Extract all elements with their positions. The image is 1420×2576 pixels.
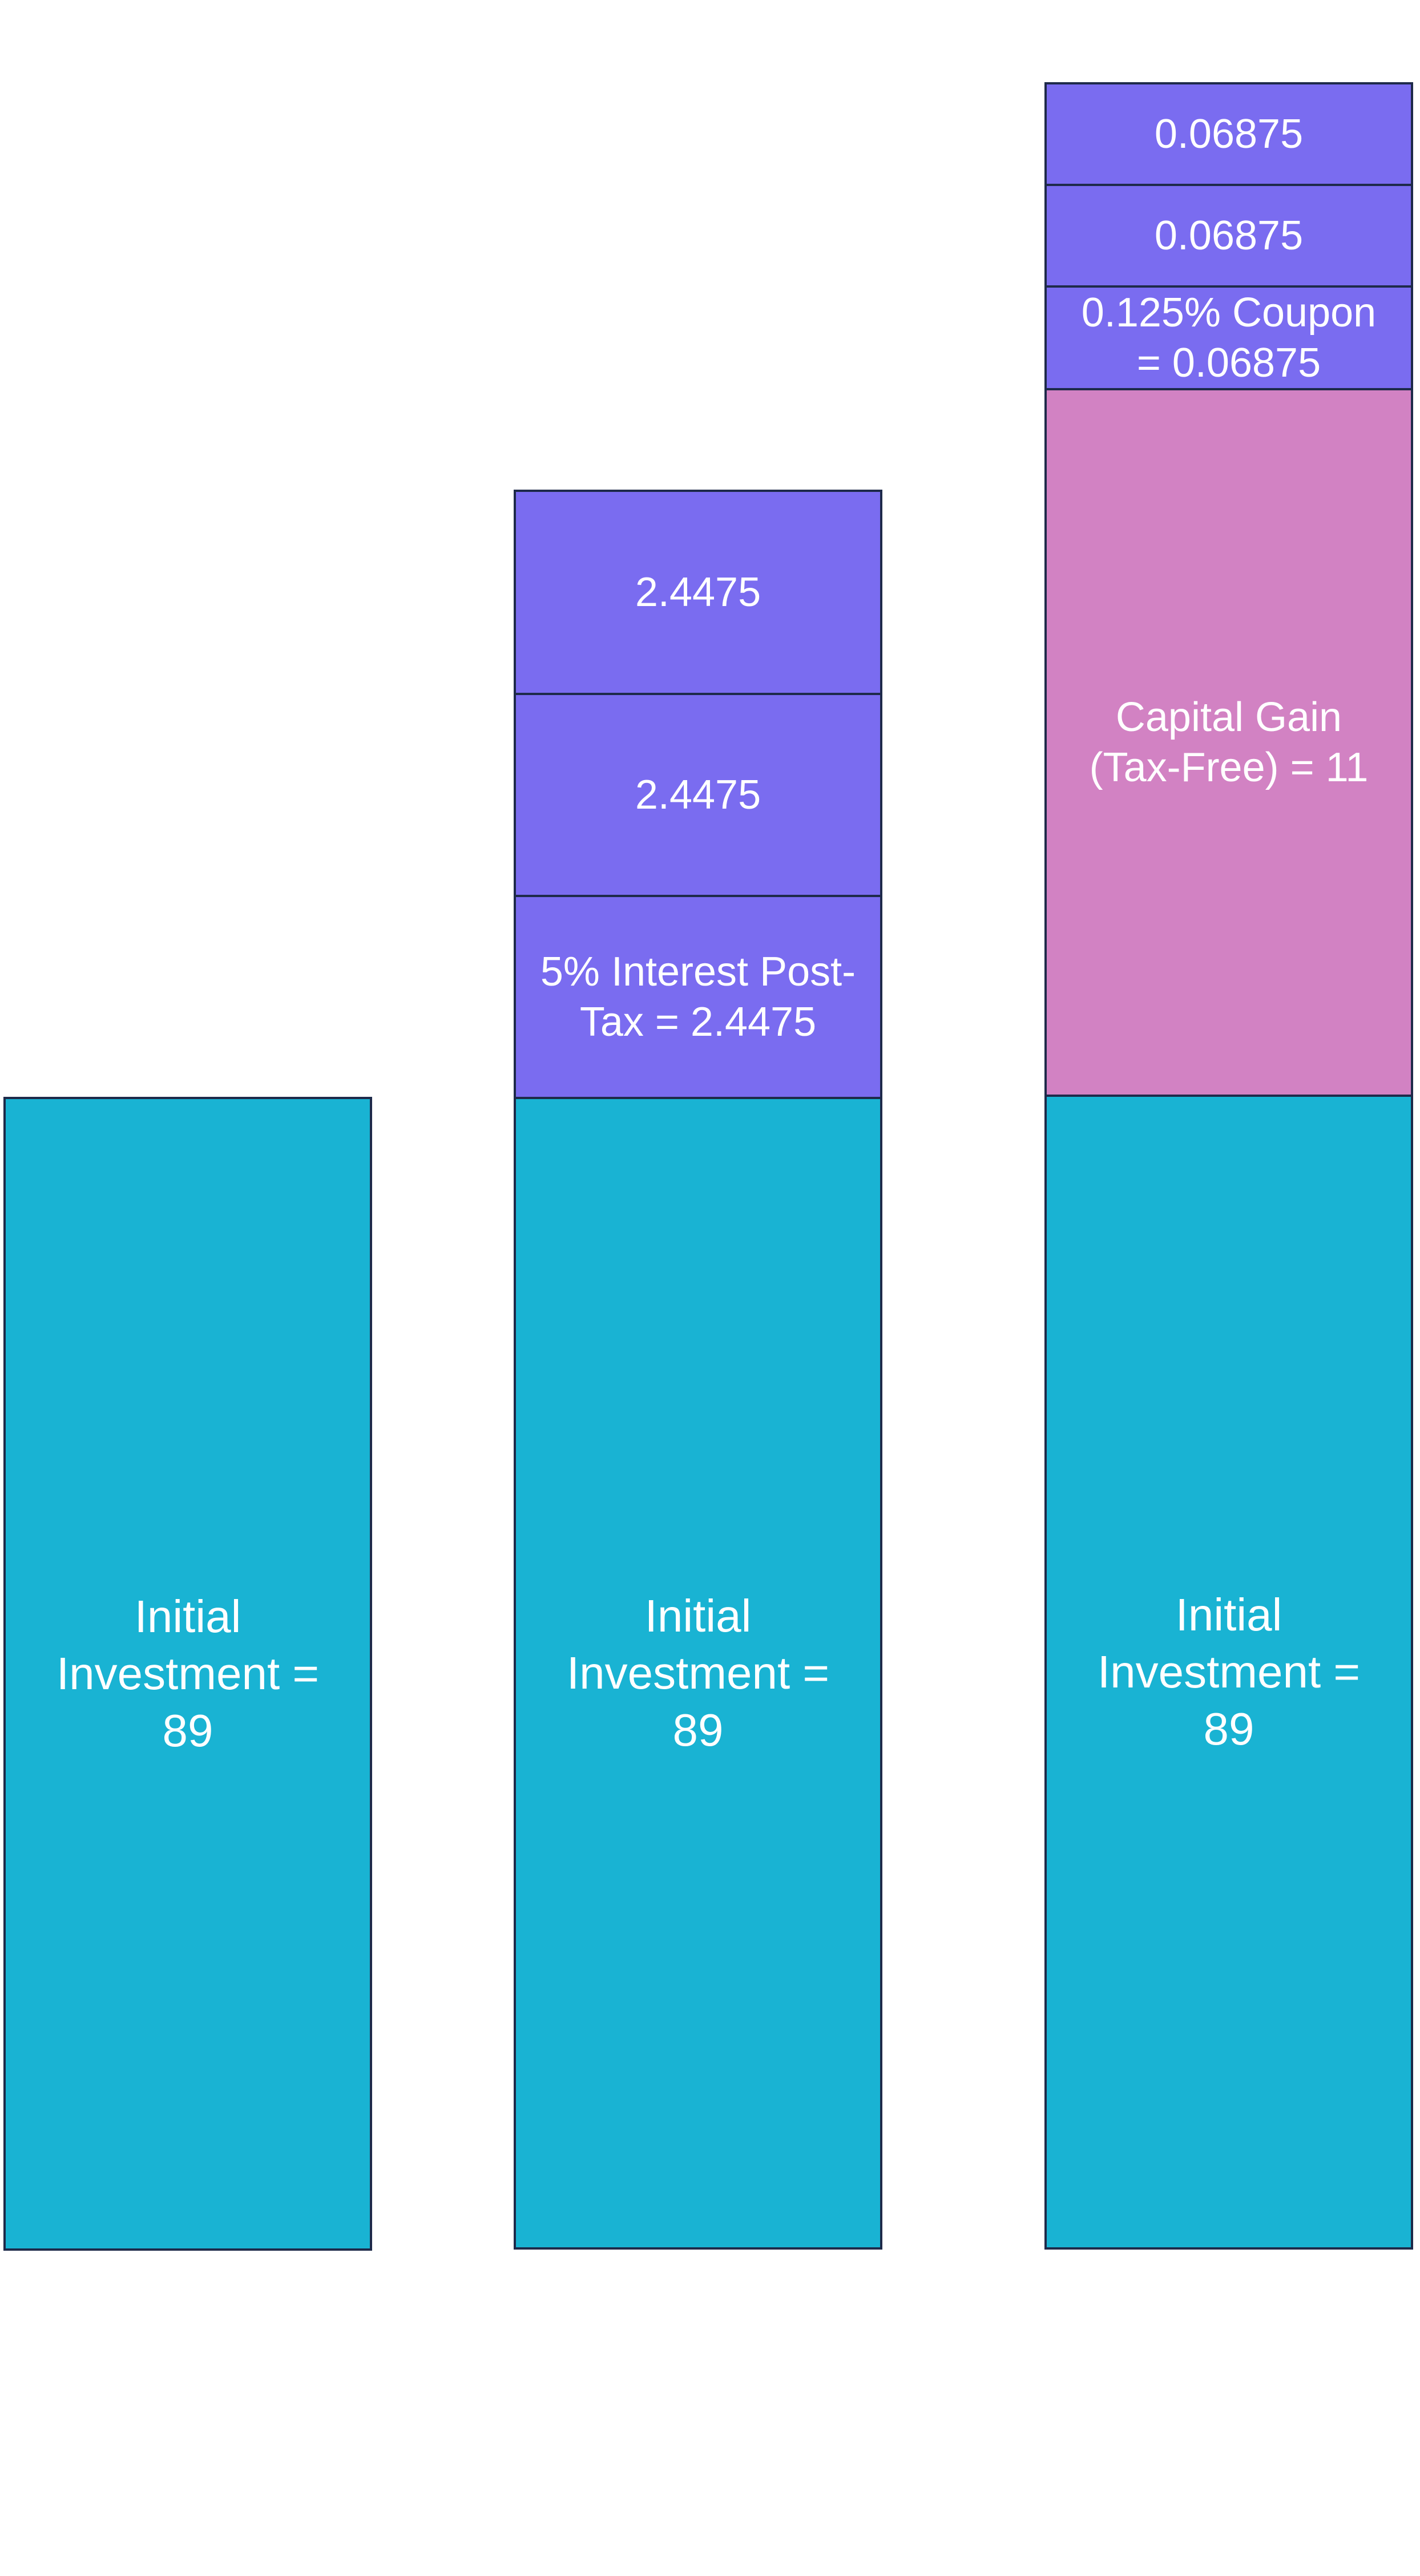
col2-interest-label-1: 5% Interest Post- Tax = 2.4475 <box>540 949 856 1045</box>
col2-interest-block-1: 5% Interest Post- Tax = 2.4475 <box>514 895 882 1099</box>
col2-initial-investment-label: Initial Investment = 89 <box>566 1590 830 1755</box>
col3-coupon-block-2: 0.06875 <box>1044 184 1413 288</box>
col3-coupon-block-1: 0.125% Coupon = 0.06875 <box>1044 285 1413 390</box>
col3-capital-gain-label: Capital Gain (Tax-Free) = 11 <box>1089 695 1369 790</box>
col1-initial-investment-block: Initial Investment = 89 <box>3 1097 372 2251</box>
col2-initial-investment-block: Initial Investment = 89 <box>514 1097 882 2250</box>
col3-coupon-label-2: 0.06875 <box>1154 213 1304 259</box>
col2-interest-block-3: 2.4475 <box>514 490 882 695</box>
col3-coupon-block-3: 0.06875 <box>1044 82 1413 186</box>
col3-capital-gain-block: Capital Gain (Tax-Free) = 11 <box>1044 388 1413 1097</box>
col1-initial-investment-label: Initial Investment = 89 <box>56 1591 320 1756</box>
col2-interest-label-3: 2.4475 <box>635 570 761 615</box>
col2-interest-block-2: 2.4475 <box>514 693 882 897</box>
col3-coupon-label-3: 0.06875 <box>1154 111 1304 157</box>
col3-initial-investment-block: Initial Investment = 89 <box>1044 1095 1413 2250</box>
col2-interest-label-2: 2.4475 <box>635 772 761 818</box>
col3-initial-investment-label: Initial Investment = 89 <box>1097 1589 1361 1754</box>
col3-coupon-label-1: 0.125% Coupon = 0.06875 <box>1081 290 1377 386</box>
